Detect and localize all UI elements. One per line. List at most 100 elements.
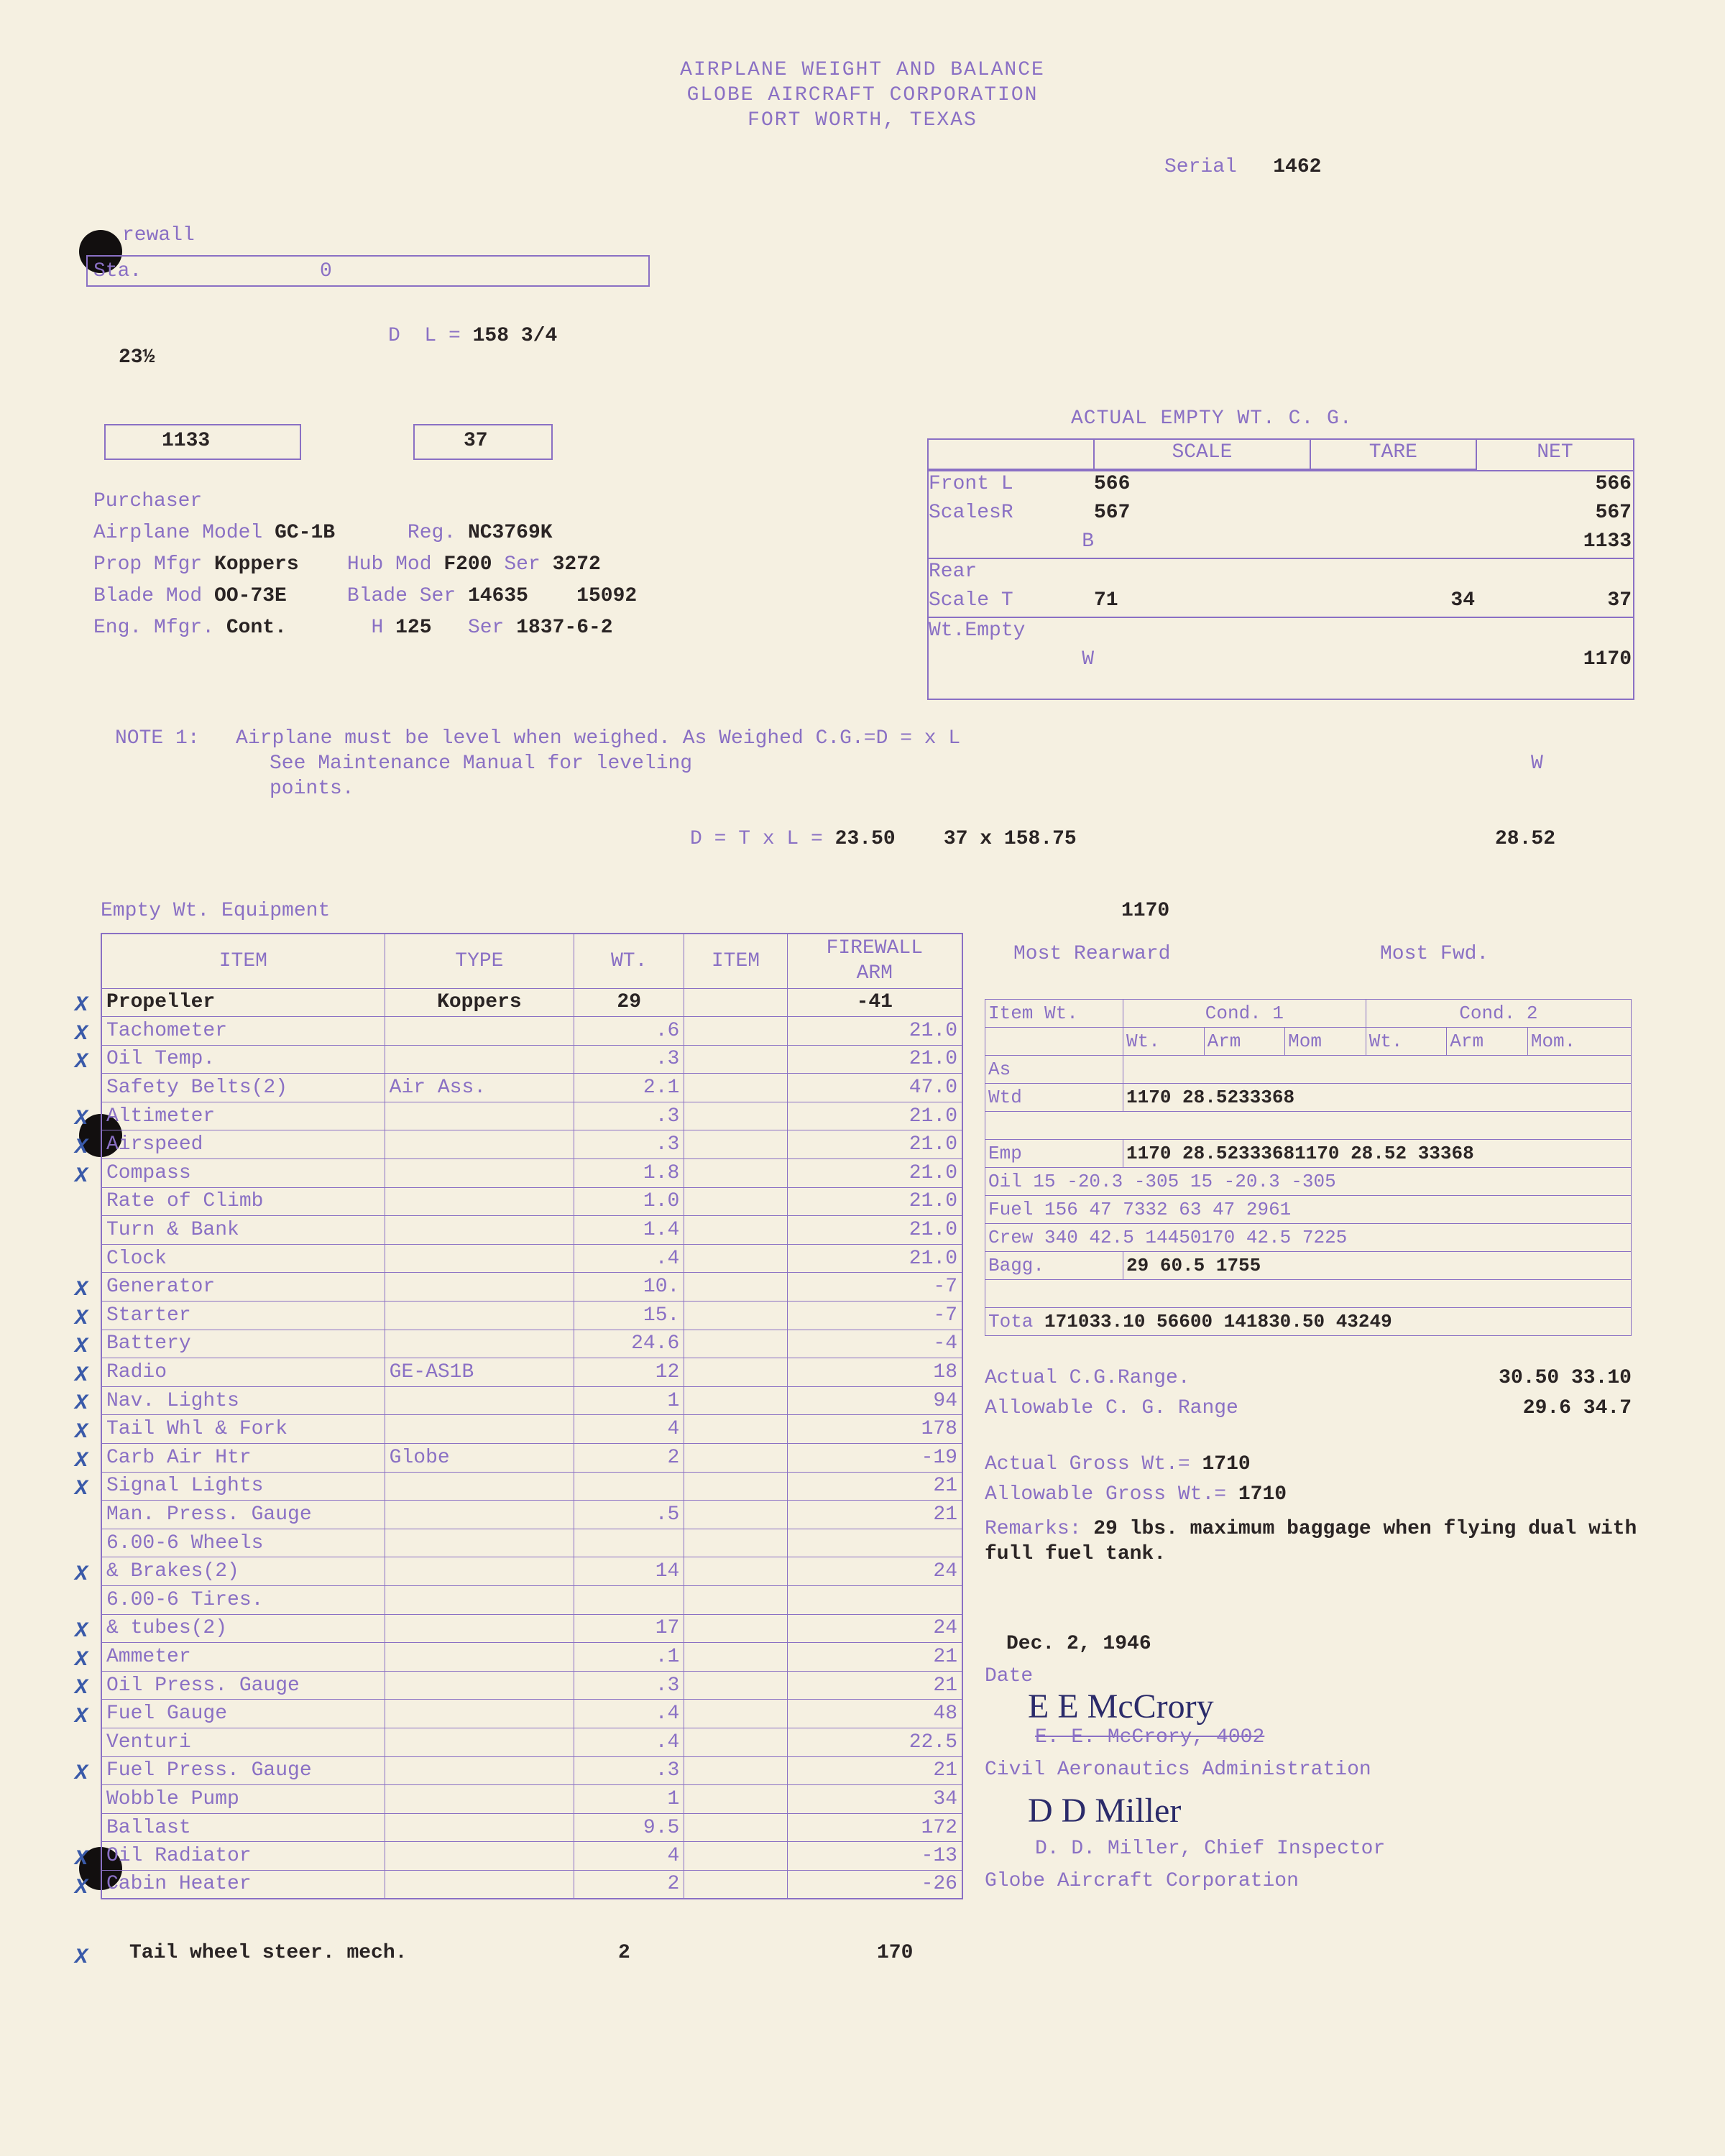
- eq-type: [385, 1728, 574, 1756]
- eq-itemcol: [684, 1444, 787, 1473]
- eq-itemcol: [684, 1159, 787, 1188]
- eq-arm: 172: [787, 1813, 962, 1842]
- table-row: Tail Whl & Fork4178: [101, 1415, 962, 1444]
- cg-oil: Oil 15 -20.3 -305 15 -20.3 -305: [985, 1168, 1632, 1196]
- eq-item: Rate of Climb: [101, 1187, 385, 1216]
- gross-allow-v: 1710: [1238, 1483, 1287, 1506]
- table-row: & Brakes(2)1424: [101, 1557, 962, 1586]
- table-row: Oil Press. Gauge.321: [101, 1671, 962, 1700]
- xmark-icon: X: [75, 1945, 88, 1972]
- eq-itemcol: [684, 1187, 787, 1216]
- eq-item: & tubes(2): [101, 1614, 385, 1643]
- eq-wt: [574, 1529, 684, 1557]
- eq-type: [385, 1756, 574, 1785]
- eq-type: [385, 1671, 574, 1700]
- eq-itemcol: [684, 1614, 787, 1643]
- eq-item: Carb Air Htr: [101, 1444, 385, 1473]
- eq-arm: -19: [787, 1444, 962, 1473]
- note1-line3: points.: [270, 778, 354, 800]
- eq-wt: .4: [574, 1244, 684, 1273]
- eq-arm: 48: [787, 1700, 962, 1728]
- table-row: Starter15.-7: [101, 1302, 962, 1330]
- eq-itemcol: [684, 1244, 787, 1273]
- eq-arm: 24: [787, 1614, 962, 1643]
- prop-mfgr-value: Koppers: [214, 553, 299, 576]
- equipment-table: ITEM TYPE WT. ITEM FIREWALLARM Propeller…: [101, 933, 963, 1899]
- table-row: Signal Lights21: [101, 1472, 962, 1501]
- eq-type: [385, 1842, 574, 1871]
- scalesR-net: 567: [1475, 500, 1632, 529]
- eq-itemcol: [684, 1273, 787, 1302]
- eq-itemcol: [684, 1813, 787, 1842]
- model-value: GC-1B: [275, 522, 335, 544]
- eq-arm: 21.0: [787, 1102, 962, 1130]
- eq-item: Altimeter: [101, 1102, 385, 1130]
- eq-item: Clock: [101, 1244, 385, 1273]
- eq-wt: 1.4: [574, 1216, 684, 1245]
- eq-itemcol: [684, 1472, 787, 1501]
- scaleT-net: 37: [1475, 588, 1632, 617]
- eq-arm: -7: [787, 1273, 962, 1302]
- eq-wt: .5: [574, 1501, 684, 1529]
- eq-item: Fuel Press. Gauge: [101, 1756, 385, 1785]
- table-row: Man. Press. Gauge.521: [101, 1501, 962, 1529]
- xmark-icon: X: [75, 1391, 88, 1418]
- eq-type: [385, 1501, 574, 1529]
- eq-item: Ammeter: [101, 1643, 385, 1672]
- eq-type: [385, 1017, 574, 1046]
- date-label: Date: [985, 1664, 1033, 1689]
- eq-type: [385, 1130, 574, 1159]
- eq-itemcol: [684, 1501, 787, 1529]
- xmark-icon: X: [75, 1419, 88, 1447]
- eq-arm: 94: [787, 1386, 962, 1415]
- B-label: B: [929, 529, 1094, 558]
- eq-type: [385, 1330, 574, 1358]
- serial-value: 1462: [1273, 156, 1321, 178]
- eq-itemcol: [684, 1728, 787, 1756]
- eq-wt: .6: [574, 1017, 684, 1046]
- table-row: Carb Air HtrGlobe2-19: [101, 1444, 962, 1473]
- eq-itemcol: [684, 1074, 787, 1102]
- reg-value: NC3769K: [468, 522, 553, 544]
- cg-arm2: Arm: [1447, 1028, 1528, 1056]
- eq-wt: 29: [574, 988, 684, 1017]
- dtl-v1: 23.50: [835, 828, 896, 850]
- xmark-icon: X: [75, 1647, 88, 1674]
- eng-value: Cont.: [226, 617, 287, 639]
- eq-type: [385, 1386, 574, 1415]
- gross-allow-label: Allowable Gross Wt.=: [985, 1483, 1226, 1506]
- eq-item: Ballast: [101, 1813, 385, 1842]
- eq-wt: 14: [574, 1557, 684, 1586]
- eq-item: Turn & Bank: [101, 1216, 385, 1245]
- scaleT-tare: 34: [1310, 588, 1475, 617]
- eq-itemcol: [684, 1870, 787, 1899]
- cg-cond1: Cond. 1: [1123, 1000, 1366, 1028]
- eq-item: Oil Radiator: [101, 1842, 385, 1871]
- val-box-1-value: 1133: [162, 428, 210, 453]
- eq-wt: [574, 1472, 684, 1501]
- eq-item: Airspeed: [101, 1130, 385, 1159]
- dtl-v3: 28.52: [1495, 826, 1555, 852]
- eq-arm: -7: [787, 1302, 962, 1330]
- actual-empty-heading: ACTUAL EMPTY WT. C. G.: [1071, 406, 1353, 431]
- eq-item: Safety Belts(2): [101, 1074, 385, 1102]
- eng-label: Eng. Mfgr.: [93, 617, 214, 639]
- xmark-icon: X: [75, 1106, 88, 1133]
- hub-value: F200: [443, 553, 492, 576]
- note1-line1: Airplane must be level when weighed. As …: [236, 727, 960, 750]
- eq-arm: 47.0: [787, 1074, 962, 1102]
- eq-itemcol: [684, 1585, 787, 1614]
- eq-wt: 1: [574, 1785, 684, 1814]
- signature-1-script: E E McCrory: [1028, 1685, 1214, 1728]
- table-row: Fuel Press. Gauge.321: [101, 1756, 962, 1785]
- eq-arm: 24: [787, 1557, 962, 1586]
- prop-mfgr-label: Prop Mfgr: [93, 553, 202, 576]
- table-row: Oil Temp..321.0: [101, 1045, 962, 1074]
- table-row: Wobble Pump134: [101, 1785, 962, 1814]
- eq-arm: [787, 1585, 962, 1614]
- table-row: Generator10.-7: [101, 1273, 962, 1302]
- xmark-icon: X: [75, 1875, 88, 1902]
- eq-item: Propeller: [101, 988, 385, 1017]
- eq-type: [385, 1643, 574, 1672]
- eq-type: [385, 1614, 574, 1643]
